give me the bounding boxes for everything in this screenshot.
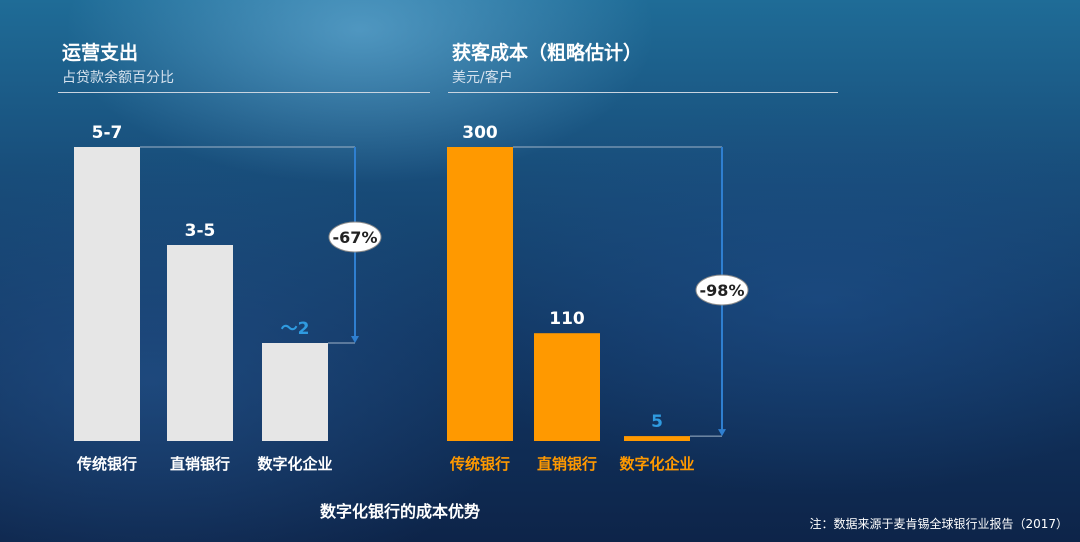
data-label-0-0: 5-7 bbox=[92, 123, 123, 143]
change-label-0: -67% bbox=[333, 228, 378, 247]
data-label-1-1: 110 bbox=[549, 309, 585, 329]
chart-title-opex: 运营支出 bbox=[62, 42, 139, 64]
category-label-0-2: 数字化企业 bbox=[257, 455, 332, 473]
decrease-arrow-head-1 bbox=[718, 429, 726, 437]
category-label-1-1: 直销银行 bbox=[537, 455, 597, 473]
bar-0-1 bbox=[167, 245, 233, 441]
change-badge-0 bbox=[328, 221, 382, 253]
bar-1-2 bbox=[624, 436, 690, 441]
bar-0-0 bbox=[74, 147, 140, 441]
category-label-1-0: 传统银行 bbox=[449, 455, 510, 473]
category-label-0-1: 直销银行 bbox=[170, 455, 230, 473]
chart-subtitle-opex: 占贷款余额百分比 bbox=[62, 70, 174, 86]
data-label-1-0: 300 bbox=[462, 123, 498, 143]
change-badge-1 bbox=[695, 274, 749, 306]
category-label-0-0: 传统银行 bbox=[76, 455, 137, 473]
bar-1-1 bbox=[534, 333, 600, 441]
figure-caption: 数字化银行的成本优势 bbox=[319, 502, 480, 521]
decrease-arrow-head-0 bbox=[351, 336, 359, 343]
title-divider-opex bbox=[58, 92, 430, 93]
title-divider-cac bbox=[448, 92, 838, 93]
chart-title-cac: 获客成本（粗略估计） bbox=[452, 42, 643, 64]
bar-1-0 bbox=[447, 147, 513, 441]
data-label-0-2: ～2 bbox=[281, 319, 310, 339]
change-label-1: -98% bbox=[700, 281, 745, 300]
bar-0-2 bbox=[262, 343, 328, 441]
chart-subtitle-cac: 美元/客户 bbox=[452, 70, 513, 86]
source-note: 注：数据来源于麦肯锡全球银行业报告（2017） bbox=[809, 517, 1068, 531]
category-label-1-2: 数字化企业 bbox=[619, 455, 694, 473]
data-label-1-2: 5 bbox=[651, 412, 663, 432]
data-label-0-1: 3-5 bbox=[185, 221, 216, 241]
